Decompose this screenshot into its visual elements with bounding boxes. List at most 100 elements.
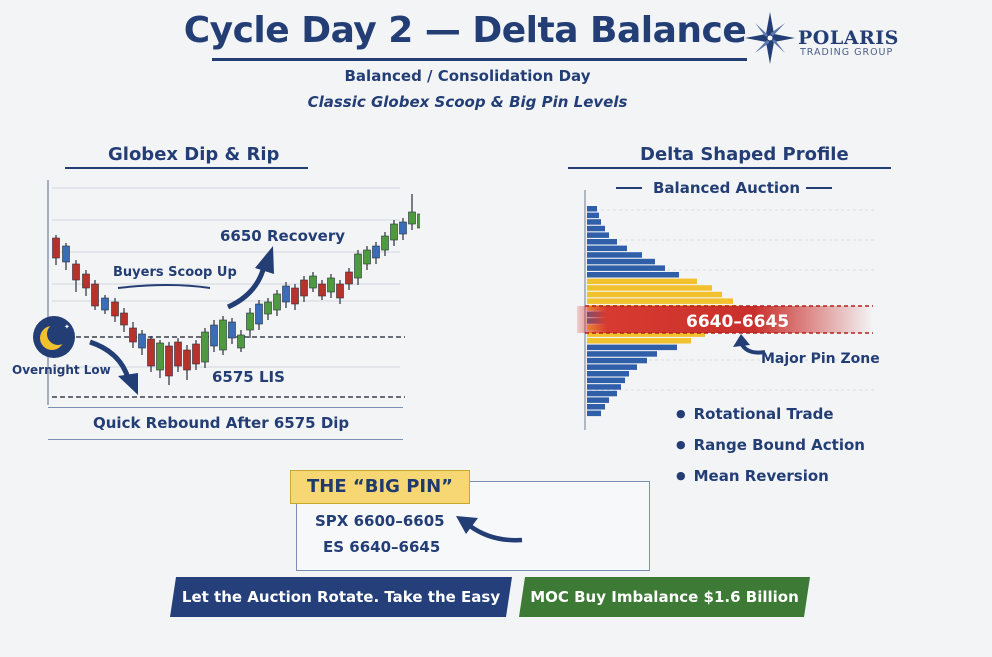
candle-body [246,312,254,331]
bullet-mean-reversion: Mean Reversion [676,467,829,485]
candle-body [363,249,371,265]
candle-body [273,293,281,311]
candle-body [192,343,200,365]
recovery-arrow-head [255,246,274,274]
logo-tagline: TRADING GROUP [800,47,894,58]
title-underline [212,58,747,61]
candle-body [52,237,60,259]
profile-bar [587,357,647,364]
page-subtitle-secondary: Classic Globex Scoop & Big Pin Levels [307,93,628,111]
recovery-label: 6650 Recovery [220,227,346,245]
pin-zone-arrow-head [733,334,750,347]
big-pin-arrow [456,516,523,543]
profile-bar [587,239,617,245]
recovery-arrow [226,269,266,310]
candle-body [120,312,128,326]
globex-footer-rule-bottom [48,439,403,440]
profile-bar [587,384,621,390]
page-title: Cycle Day 2 — Delta Balance [183,10,747,51]
moon-icon: ✦ [33,316,75,358]
candle-body [390,223,398,241]
candle-body [255,303,263,325]
bullet-range-bound: Range Bound Action [676,436,865,454]
profile-bar [587,212,599,219]
candle-body [201,331,209,363]
profile-bar [587,331,705,337]
profile-bar [587,206,597,212]
bullet-rotational: Rotational Trade [676,405,834,423]
profile-bar [587,377,625,384]
profile-bar [587,258,655,265]
candle-body [237,334,245,349]
dip-arrow-head [118,373,138,395]
candle-body [408,211,416,225]
candle-body [174,341,182,367]
candle-body [372,245,380,259]
candle-body [300,279,308,297]
candle-body [417,213,420,229]
profile-bar [587,364,637,370]
moc-imbalance-banner: MOC Buy Imbalance $1.6 Billion [519,577,810,617]
profile-bars [587,206,739,417]
auction-rule-right [806,187,832,189]
candle-body [282,285,290,303]
profile-bar [587,344,677,351]
profile-bar [587,265,665,271]
globex-title-underline [65,167,308,169]
dip-arrow [89,339,131,379]
candle-body [327,277,335,293]
profile-bar [587,397,609,403]
overnight-low-label: Overnight Low [12,363,111,377]
auction-rule-left [616,187,642,189]
candle-body [264,301,272,315]
candle-body [165,345,173,377]
candle-body [354,253,362,279]
logo-name: POLARIS [798,27,899,49]
profile-bar [587,351,657,357]
candle-body [82,273,90,289]
page-subtitle: Balanced / Consolidation Day [344,67,591,85]
candle-body [381,235,389,251]
profile-title-underline [568,167,891,169]
profile-bar [587,371,629,377]
profile-bar [587,410,601,417]
profile-bar [587,232,609,238]
candle-body [318,283,326,297]
globex-footer-rule-top [48,407,403,408]
profile-bar [587,252,642,258]
profile-bar [587,390,617,397]
candle-body [228,321,236,339]
pin-zone-range: 6640–6645 [686,312,790,332]
profile-bar [587,338,691,344]
candle-body [72,263,80,281]
profile-bar [587,291,722,298]
profile-bar [587,245,627,252]
scoop-curve [117,284,211,289]
globex-footer-label: Quick Rebound After 6575 Dip [93,414,350,432]
profile-bar [587,404,605,410]
svg-text:✦: ✦ [64,323,70,331]
candle-body [336,283,344,299]
big-pin-es: ES 6640–6645 [323,538,441,556]
big-pin-spx: SPX 6600–6605 [315,512,445,530]
compass-star-icon [745,12,795,64]
candle-body [147,338,155,367]
candle-body [309,275,317,289]
profile-bar [587,272,679,278]
candle-body [138,333,146,349]
candle-body [291,287,299,305]
candle-body [101,297,109,311]
scoop-label: Buyers Scoop Up [113,265,237,280]
profile-bar [587,278,697,285]
candle-body [91,283,99,307]
candle-body [62,245,70,263]
candle-body [345,271,353,285]
pin-zone-label: Major Pin Zone [761,351,880,367]
candle-body [111,301,119,317]
candle-body [219,319,227,351]
candle-body [399,221,407,235]
profile-bar [587,298,733,304]
candle-body [156,342,164,371]
big-pin-title: THE “BIG PIN” [290,470,470,504]
pin-zone-band [577,306,873,333]
